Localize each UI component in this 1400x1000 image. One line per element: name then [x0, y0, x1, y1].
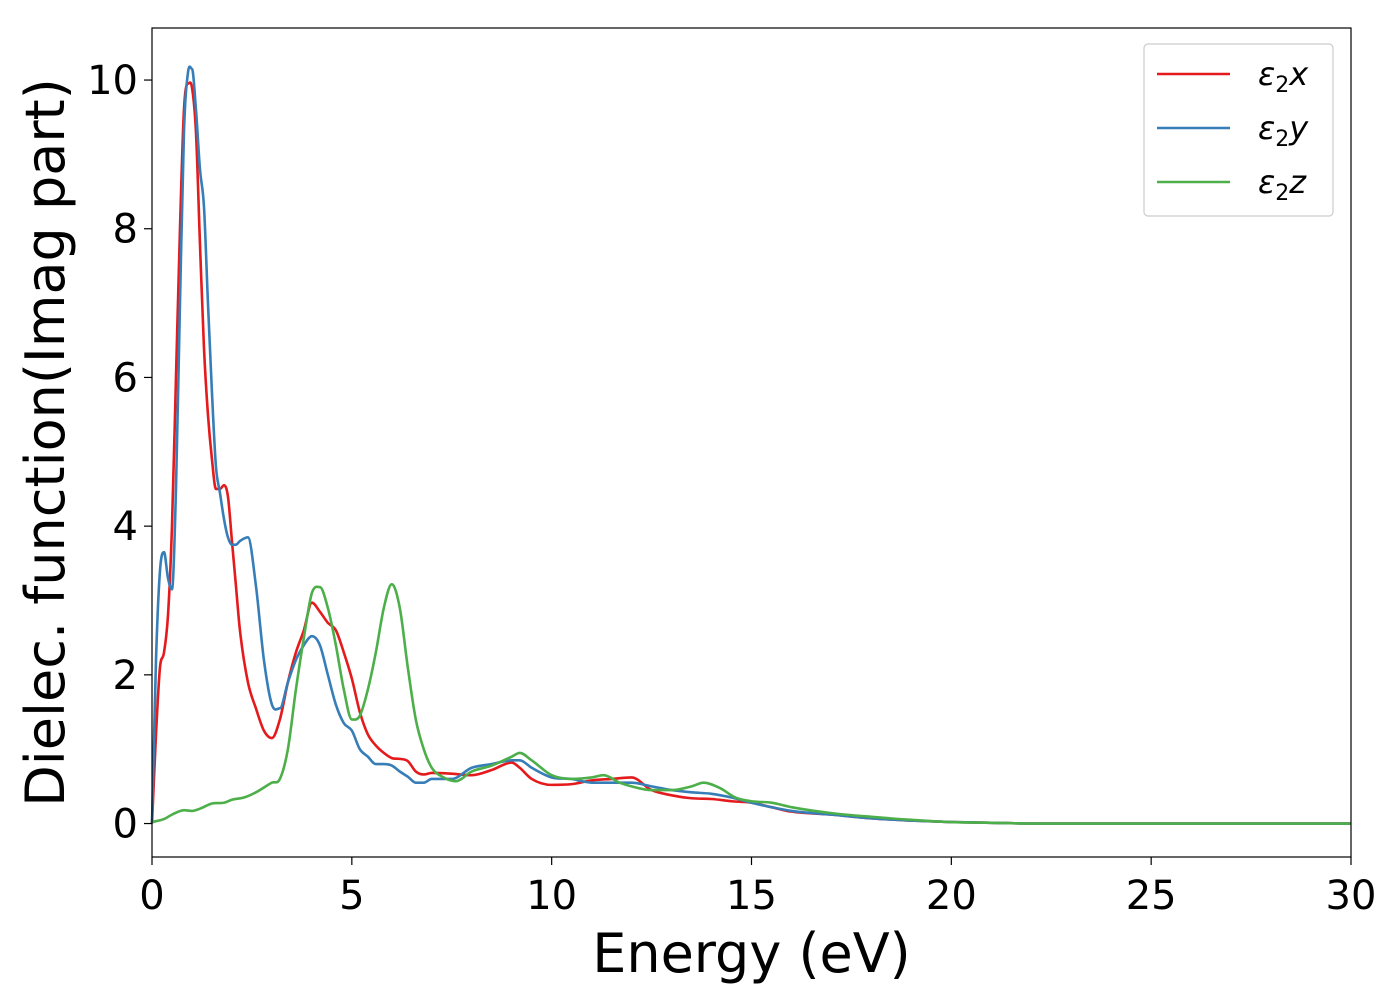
series-line-x [150, 81, 1351, 825]
legend-label-component: x [1288, 55, 1309, 93]
x-tick-label: 20 [926, 873, 977, 919]
legend-label-subscript: 2 [1275, 73, 1289, 98]
x-tick-label: 25 [1126, 873, 1177, 919]
legend-label-subscript: 2 [1275, 127, 1289, 152]
legend-label-component: z [1288, 163, 1307, 201]
series-line-z [151, 582, 1351, 825]
series-line-y [150, 65, 1351, 825]
y-tick-label: 0 [113, 802, 138, 848]
y-axis-title: Dielec. function(Imag part) [14, 78, 77, 807]
legend-label-y: ε2y [1258, 109, 1309, 152]
x-tick-label: 30 [1326, 873, 1377, 919]
y-tick-label: 6 [113, 355, 138, 401]
x-axis-title: Energy (eV) [592, 922, 911, 985]
y-tick-label: 4 [113, 504, 138, 550]
legend-box [1143, 43, 1334, 217]
x-tick-label: 0 [139, 873, 164, 919]
legend-label-z: ε2z [1258, 163, 1307, 206]
x-axis-ticks: 0 5 10 15 20 25 30 [139, 857, 1376, 919]
x-tick-label: 5 [339, 873, 364, 919]
y-tick-label: 10 [87, 58, 138, 104]
legend-label-base: ε [1258, 109, 1275, 147]
x-tick-label: 15 [726, 873, 777, 919]
y-axis-ticks: 0 2 4 6 8 10 [87, 58, 152, 848]
x-tick-label: 10 [526, 873, 577, 919]
legend-label-subscript: 2 [1275, 181, 1289, 206]
legend-label-base: ε [1258, 163, 1275, 201]
y-tick-label: 8 [113, 207, 138, 253]
plot-lines [150, 65, 1351, 825]
y-tick-label: 2 [113, 653, 138, 699]
legend-label-x: ε2x [1258, 55, 1309, 98]
legend-label-base: ε [1258, 55, 1275, 93]
legend-label-component: y [1288, 109, 1309, 147]
